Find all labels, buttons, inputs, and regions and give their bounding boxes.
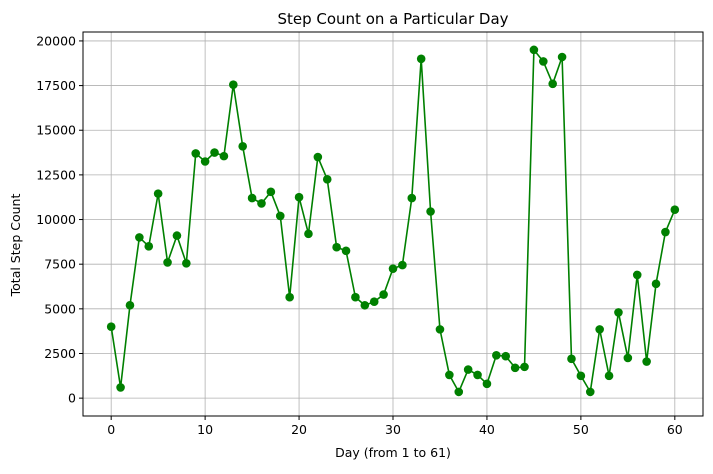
data-point [426, 207, 435, 216]
data-point [135, 233, 144, 242]
data-point [463, 365, 473, 374]
x-axis-ticks: 0 10 20 30 40 50 60 [107, 416, 683, 437]
data-point [510, 363, 520, 373]
data-point [172, 231, 182, 240]
data-point [144, 242, 154, 251]
data-point [407, 193, 417, 203]
y-tick-label: 12500 [36, 167, 76, 182]
data-point [585, 387, 595, 397]
data-point [163, 258, 172, 267]
data-point [210, 148, 219, 157]
data-point [351, 292, 360, 302]
data-point [388, 264, 398, 273]
data-point [238, 142, 247, 151]
series-markers [106, 45, 680, 397]
data-point [332, 242, 341, 252]
data-point [125, 300, 135, 310]
data-point [445, 370, 454, 380]
data-point [435, 325, 445, 334]
data-point [482, 379, 492, 389]
data-point [416, 54, 426, 64]
data-point [247, 193, 257, 203]
y-axis-label: Total Step Count [8, 194, 23, 298]
y-tick-label: 10000 [36, 212, 76, 227]
data-point [191, 149, 201, 158]
data-point [651, 279, 661, 289]
data-point [529, 45, 539, 55]
data-point [642, 357, 651, 366]
data-point [632, 270, 642, 280]
data-point [360, 300, 370, 310]
data-point [548, 79, 557, 89]
x-tick-label: 20 [291, 422, 307, 437]
data-point [398, 260, 407, 270]
data-point [219, 151, 229, 161]
data-point [614, 308, 623, 317]
data-point [285, 292, 294, 302]
x-tick-label: 0 [107, 422, 115, 437]
y-tick-label: 20000 [36, 33, 76, 48]
data-point [322, 175, 332, 184]
data-point [229, 80, 238, 89]
data-point [379, 290, 388, 299]
data-point [576, 371, 586, 381]
data-point [116, 383, 125, 392]
data-point [567, 354, 576, 364]
data-point [492, 350, 501, 360]
data-point [520, 362, 529, 372]
x-tick-label: 30 [385, 422, 401, 437]
y-tick-label: 15000 [36, 123, 76, 138]
data-point [341, 246, 351, 256]
data-point [623, 353, 633, 363]
data-point [275, 211, 285, 221]
y-tick-label: 5000 [44, 301, 76, 316]
data-point [661, 227, 670, 237]
data-point [106, 322, 116, 331]
y-tick-label: 17500 [36, 78, 76, 93]
data-point [557, 52, 567, 62]
data-point [153, 189, 163, 198]
data-point [313, 152, 323, 162]
y-tick-label: 7500 [44, 257, 76, 272]
data-point [473, 370, 482, 380]
data-point [304, 229, 313, 239]
data-point [539, 57, 548, 66]
data-point [182, 258, 191, 268]
data-point [604, 371, 614, 381]
x-tick-label: 10 [197, 422, 213, 437]
x-tick-label: 50 [573, 422, 589, 437]
data-point [294, 192, 304, 202]
data-point [200, 157, 210, 166]
y-axis-ticks: 0 2500 5000 7500 10000 12500 15000 17500 20000 [36, 33, 83, 406]
y-tick-label: 0 [68, 391, 76, 406]
y-tick-label: 2500 [44, 346, 76, 361]
x-axis-label: Day (from 1 to 61) [335, 445, 451, 460]
x-tick-label: 60 [667, 422, 683, 437]
data-point [670, 205, 680, 215]
data-point [266, 187, 276, 197]
chart-title: Step Count on a Particular Day [277, 10, 508, 28]
data-point [257, 199, 266, 208]
data-point [369, 297, 379, 306]
data-point [595, 325, 604, 334]
x-tick-label: 40 [479, 422, 495, 437]
data-point [454, 387, 464, 397]
data-point [501, 351, 511, 361]
